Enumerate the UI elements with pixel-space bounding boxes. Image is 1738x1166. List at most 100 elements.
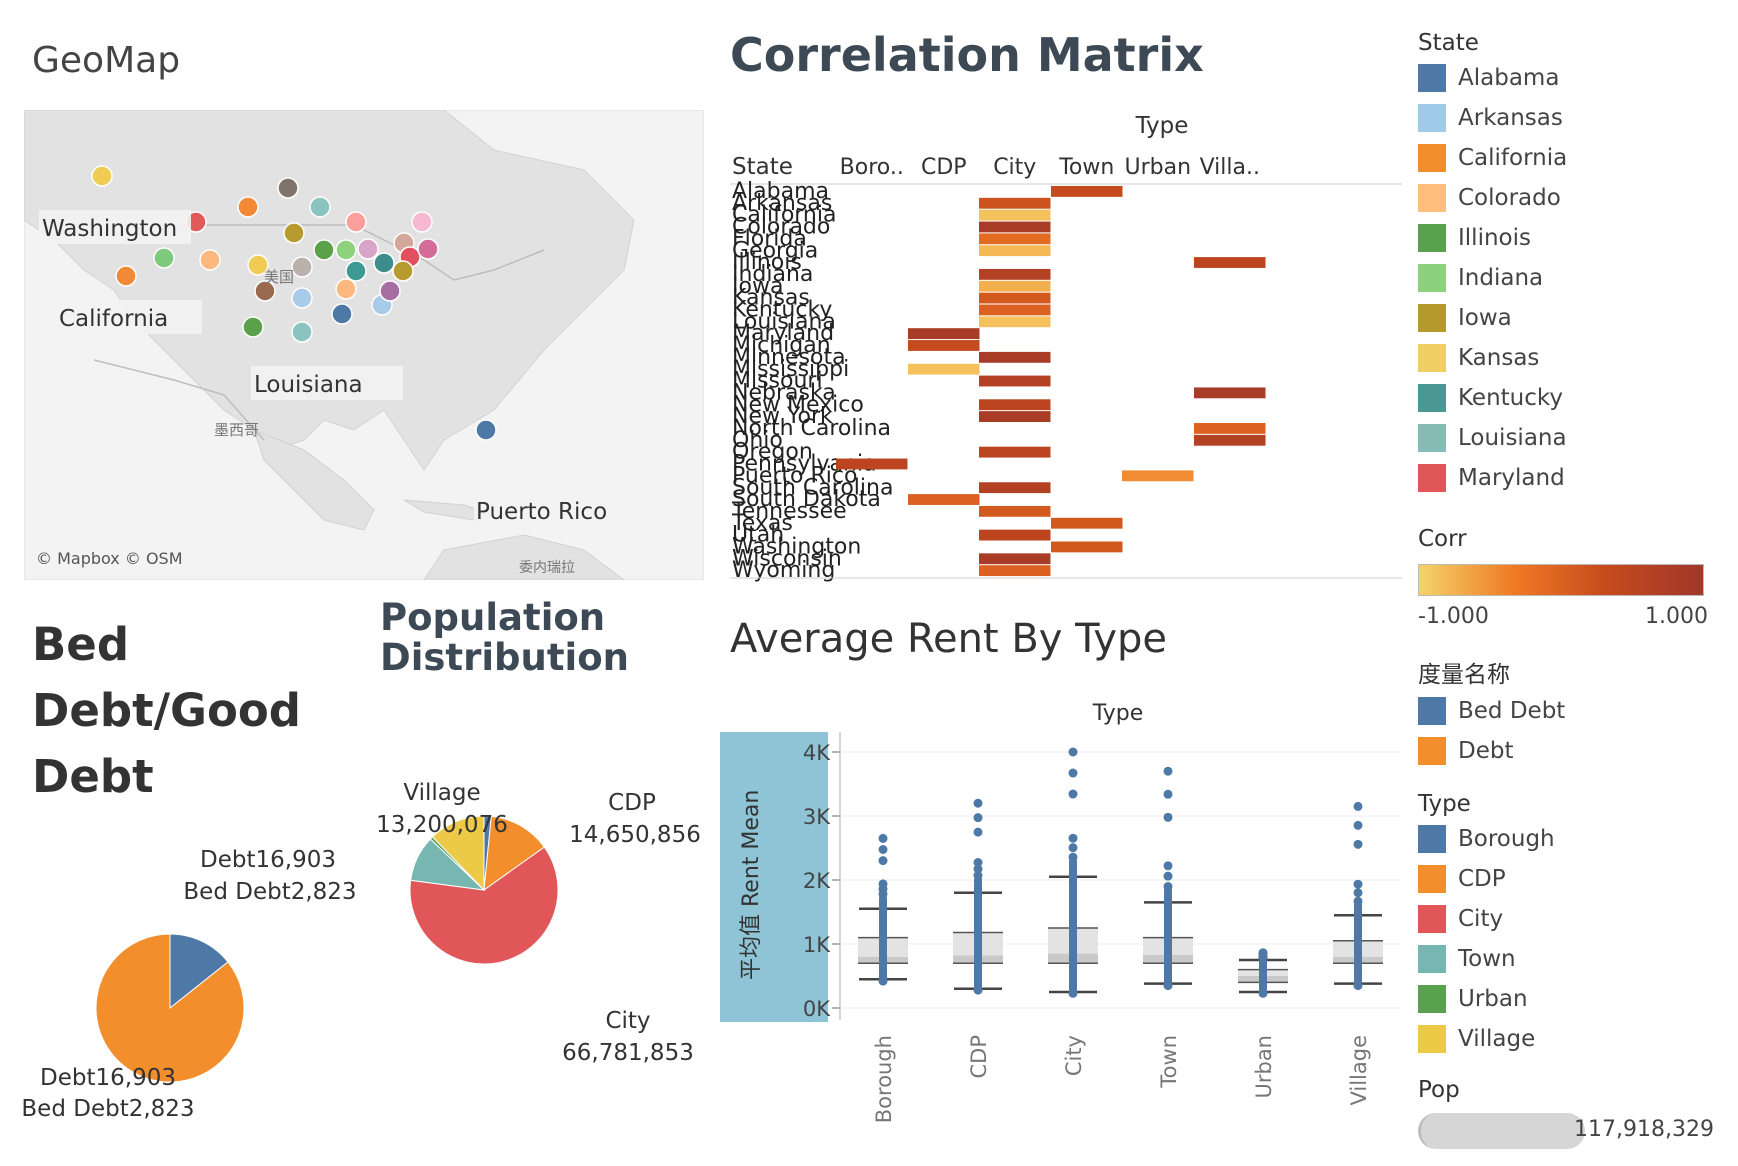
corr-cell[interactable] [836, 458, 908, 470]
corr-cell[interactable] [979, 482, 1051, 494]
type-legend-item[interactable]: Borough [1418, 819, 1718, 859]
corr-row-label: North Carolina [732, 416, 891, 441]
map-point[interactable] [411, 211, 433, 233]
corr-cell[interactable] [979, 197, 1051, 209]
map-point[interactable] [345, 260, 367, 282]
rent-point [973, 871, 983, 881]
state-legend-item[interactable]: Colorado [1418, 178, 1718, 218]
type-legend-item[interactable]: Urban [1418, 979, 1718, 1019]
state-legend-item[interactable]: Louisiana [1418, 418, 1718, 458]
type-legend-item[interactable]: Village [1418, 1019, 1718, 1059]
corr-cell[interactable] [979, 292, 1051, 304]
map-point[interactable] [331, 303, 353, 325]
map-point[interactable] [153, 247, 175, 269]
corr-cell[interactable] [979, 529, 1051, 541]
type-legend-item[interactable]: Town [1418, 939, 1718, 979]
pop-label-city-name: City [605, 1008, 650, 1034]
corr-cell[interactable] [979, 245, 1051, 257]
map-point[interactable] [313, 239, 335, 261]
corr-cell[interactable] [908, 494, 980, 505]
corr-cell[interactable] [979, 553, 1051, 565]
rent-box-urban[interactable] [1238, 948, 1288, 998]
corr-cell[interactable] [979, 411, 1051, 422]
map-point[interactable] [335, 278, 357, 300]
corr-cell[interactable] [1122, 470, 1194, 482]
map-point[interactable] [373, 252, 395, 274]
type-legend-item[interactable]: City [1418, 899, 1718, 939]
map-point[interactable] [199, 249, 221, 271]
measure-legend-item[interactable]: Debt [1418, 731, 1718, 771]
map-point[interactable] [379, 280, 401, 302]
pie-slice-bed-debt[interactable] [169, 933, 229, 1010]
geomap-map[interactable]: 美国 墨西哥 委内瑞拉 Washington California Louisi… [24, 110, 704, 580]
map-point[interactable] [283, 222, 305, 244]
corr-cell[interactable] [908, 340, 980, 351]
corr-cell[interactable] [1194, 434, 1266, 446]
corr-cell[interactable] [979, 221, 1051, 233]
rent-box-city[interactable] [1048, 747, 1098, 998]
map-point[interactable] [91, 165, 113, 187]
pie-slice-village[interactable] [431, 815, 485, 892]
corr-cell[interactable] [979, 209, 1051, 221]
pie-slice-cdp[interactable] [483, 815, 546, 892]
map-point[interactable] [392, 260, 414, 282]
corr-cell[interactable] [979, 233, 1051, 245]
corr-cell[interactable] [1194, 423, 1266, 434]
map-point[interactable] [247, 254, 269, 276]
map-point[interactable] [291, 287, 313, 309]
corr-cell[interactable] [979, 316, 1051, 328]
corr-cell[interactable] [979, 446, 1051, 458]
corr-cell[interactable] [979, 399, 1051, 411]
state-legend-item[interactable]: California [1418, 138, 1718, 178]
state-legend-item[interactable]: Arkansas [1418, 98, 1718, 138]
map-point[interactable] [309, 196, 331, 218]
rent-box-borough[interactable] [858, 833, 908, 986]
type-legend-item[interactable]: CDP [1418, 859, 1718, 899]
corr-cell[interactable] [979, 268, 1051, 280]
state-legend-item[interactable]: Kansas [1418, 338, 1718, 378]
state-legend-item[interactable]: Illinois [1418, 218, 1718, 258]
map-point[interactable] [291, 256, 313, 278]
population-pie[interactable]: Village 13,200,076 CDP 14,650,856 City 6… [370, 770, 710, 1070]
measure-legend-item[interactable]: Bed Debt [1418, 691, 1718, 731]
rent-box-town[interactable] [1143, 766, 1193, 991]
state-legend-item[interactable]: Kentucky [1418, 378, 1718, 418]
pie-slice-debt[interactable] [95, 933, 245, 1083]
state-legend-item[interactable]: Iowa [1418, 298, 1718, 338]
corr-cell[interactable] [1051, 541, 1123, 553]
map-point[interactable] [417, 238, 439, 260]
corr-cell[interactable] [979, 505, 1051, 517]
map-point[interactable] [254, 280, 276, 302]
state-legend-item[interactable]: Maryland [1418, 458, 1718, 498]
corr-row-label: Georgia [732, 238, 818, 263]
corr-cell[interactable] [1194, 387, 1266, 399]
correlation-heatmap[interactable]: Type State Boro.. CDP City Town Urban Villa..… [730, 100, 1410, 590]
map-point[interactable] [345, 211, 367, 233]
map-point[interactable] [115, 265, 137, 287]
bed-debt-pie[interactable]: Debt16,903 Bed Debt2,823 Debt16,903 Bed … [20, 840, 360, 1140]
geomap-basemap-labels: 美国 墨西哥 委内瑞拉 [214, 268, 575, 576]
state-legend-item[interactable]: Alabama [1418, 58, 1718, 98]
corr-cell[interactable] [908, 363, 980, 375]
map-point[interactable] [237, 196, 259, 218]
corr-cell[interactable] [979, 280, 1051, 292]
corr-cell[interactable] [1051, 186, 1123, 197]
map-point[interactable] [357, 238, 379, 260]
corr-cell[interactable] [908, 328, 980, 340]
corr-cell[interactable] [1051, 517, 1123, 529]
corr-cell[interactable] [979, 565, 1051, 577]
state-legend-item[interactable]: Indiana [1418, 258, 1718, 298]
avg-rent-boxplot[interactable]: Type 平均值 Rent Mean 0K 1K 2K 3K 4K Borough CDP… [718, 690, 1408, 1150]
corr-cell[interactable] [1194, 257, 1266, 268]
map-point[interactable] [335, 239, 357, 261]
rent-box-village[interactable] [1333, 801, 1383, 991]
pie-slice-city[interactable] [409, 846, 559, 965]
corr-cell[interactable] [979, 304, 1051, 316]
map-point[interactable] [242, 316, 264, 338]
map-point[interactable] [475, 419, 497, 441]
corr-cell[interactable] [979, 351, 1051, 363]
corr-cell[interactable] [979, 375, 1051, 387]
rent-box-cdp[interactable] [953, 798, 1003, 995]
map-point[interactable] [291, 321, 313, 343]
map-point[interactable] [277, 177, 299, 199]
